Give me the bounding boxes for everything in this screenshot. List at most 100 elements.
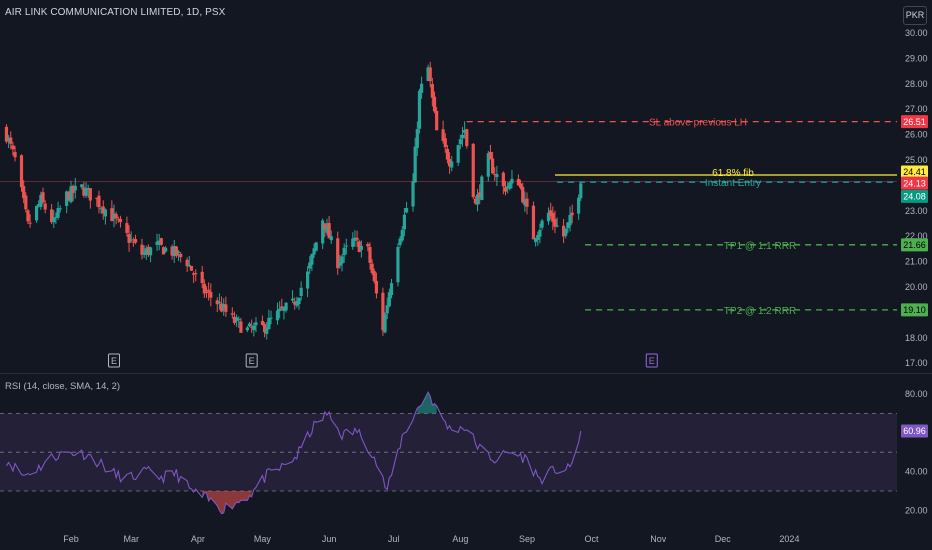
candle-body xyxy=(103,209,108,217)
earnings-marker xyxy=(108,353,121,368)
candle-body xyxy=(540,220,544,228)
candle-body xyxy=(200,271,204,284)
candle-body xyxy=(86,188,90,190)
candle-body xyxy=(39,194,43,207)
price-tag-label: 26.51 xyxy=(903,117,926,127)
candle-body xyxy=(400,229,404,241)
candles xyxy=(4,61,583,340)
candle-body xyxy=(420,83,424,93)
candle-body xyxy=(508,182,512,189)
time-tick-label: Apr xyxy=(191,534,205,544)
candle-body xyxy=(194,273,198,275)
candle-body xyxy=(323,223,327,230)
candle-body xyxy=(131,241,135,243)
candle-body xyxy=(71,185,75,193)
candle-body xyxy=(538,229,542,237)
candle-body xyxy=(570,212,574,216)
candle-body xyxy=(411,181,415,207)
candle-body xyxy=(245,327,249,331)
candle-body xyxy=(9,137,13,144)
candle-body xyxy=(140,244,144,255)
candle-body xyxy=(329,236,333,241)
candle-body xyxy=(116,218,120,220)
candle-body xyxy=(370,263,374,273)
candle-body xyxy=(80,184,84,188)
price-tick-label: 26.00 xyxy=(905,130,928,140)
rsi-line xyxy=(5,390,582,515)
candle-body xyxy=(579,183,583,199)
price-tick-label: 25.00 xyxy=(905,155,928,165)
candle-body xyxy=(22,185,26,199)
time-tick-label: Oct xyxy=(585,534,600,544)
time-tick-label: May xyxy=(254,534,272,544)
candle-body xyxy=(359,246,363,251)
candle-body xyxy=(127,234,131,243)
candle-body xyxy=(389,283,394,296)
candle-body xyxy=(465,129,469,147)
rsi-overbought-fill xyxy=(417,392,437,414)
candle-body xyxy=(413,146,417,183)
candle-body xyxy=(495,174,499,178)
rsi-title: RSI (14, close, SMA, 14, 2) xyxy=(5,381,121,392)
candle-body xyxy=(310,254,314,265)
time-tick-label: Nov xyxy=(650,534,667,544)
candle-body xyxy=(312,248,316,255)
candle-body xyxy=(262,324,267,333)
time-tick-label: 2024 xyxy=(779,534,799,544)
candle-body xyxy=(187,264,191,267)
candle-body xyxy=(340,256,344,264)
candle-body xyxy=(402,214,407,230)
price-tick-label: 29.00 xyxy=(905,53,928,63)
candle-body xyxy=(342,247,346,256)
candle-body xyxy=(114,213,118,218)
level-label: TP1 @ 1:1 RRR xyxy=(724,241,796,252)
price-tick-label: 23.00 xyxy=(905,206,928,216)
currency-button[interactable]: PKR xyxy=(903,6,927,25)
candle-body xyxy=(230,313,234,315)
price-tag-label: 21.66 xyxy=(903,240,926,250)
candle-body xyxy=(235,317,239,321)
candle-body xyxy=(267,317,271,330)
earnings-marker xyxy=(645,353,658,368)
candle-body xyxy=(534,238,538,242)
candle-body xyxy=(445,148,450,160)
candle-body xyxy=(564,228,568,236)
candle-body xyxy=(415,129,419,148)
candle-body xyxy=(336,238,340,269)
candle-body xyxy=(531,205,536,240)
candle-body xyxy=(222,304,226,310)
candle-body xyxy=(164,247,168,252)
candle-body xyxy=(43,203,47,210)
candle-body xyxy=(237,319,241,321)
candle-body xyxy=(155,241,159,245)
price-tick-label: 30.00 xyxy=(905,28,928,38)
candle-body xyxy=(387,292,391,307)
candle-body xyxy=(58,208,62,210)
candle-body xyxy=(486,153,490,177)
candle-body xyxy=(351,238,355,247)
price-tag-label: 24.13 xyxy=(903,178,926,188)
price-tick-label: 20.00 xyxy=(905,282,928,292)
candle-body xyxy=(224,304,228,312)
candle-body xyxy=(69,186,73,203)
candle-body xyxy=(172,245,176,257)
candle-body xyxy=(112,213,116,219)
candle-body xyxy=(314,242,318,251)
candle-body xyxy=(247,323,252,327)
candle-body xyxy=(232,316,237,323)
candle-body xyxy=(118,218,123,223)
price-tag xyxy=(901,165,928,179)
candle-body xyxy=(518,183,523,188)
candle-body xyxy=(56,208,60,218)
candle-body xyxy=(204,292,209,294)
candle-body xyxy=(435,110,439,131)
candle-body xyxy=(24,195,28,210)
candle-body xyxy=(430,84,434,98)
candle-body xyxy=(174,246,178,256)
price-tag xyxy=(901,303,928,317)
candle-body xyxy=(7,137,11,142)
time-tick-label: Jul xyxy=(388,534,400,544)
candle-body xyxy=(26,210,30,222)
time-tick-label: Sep xyxy=(519,534,535,544)
